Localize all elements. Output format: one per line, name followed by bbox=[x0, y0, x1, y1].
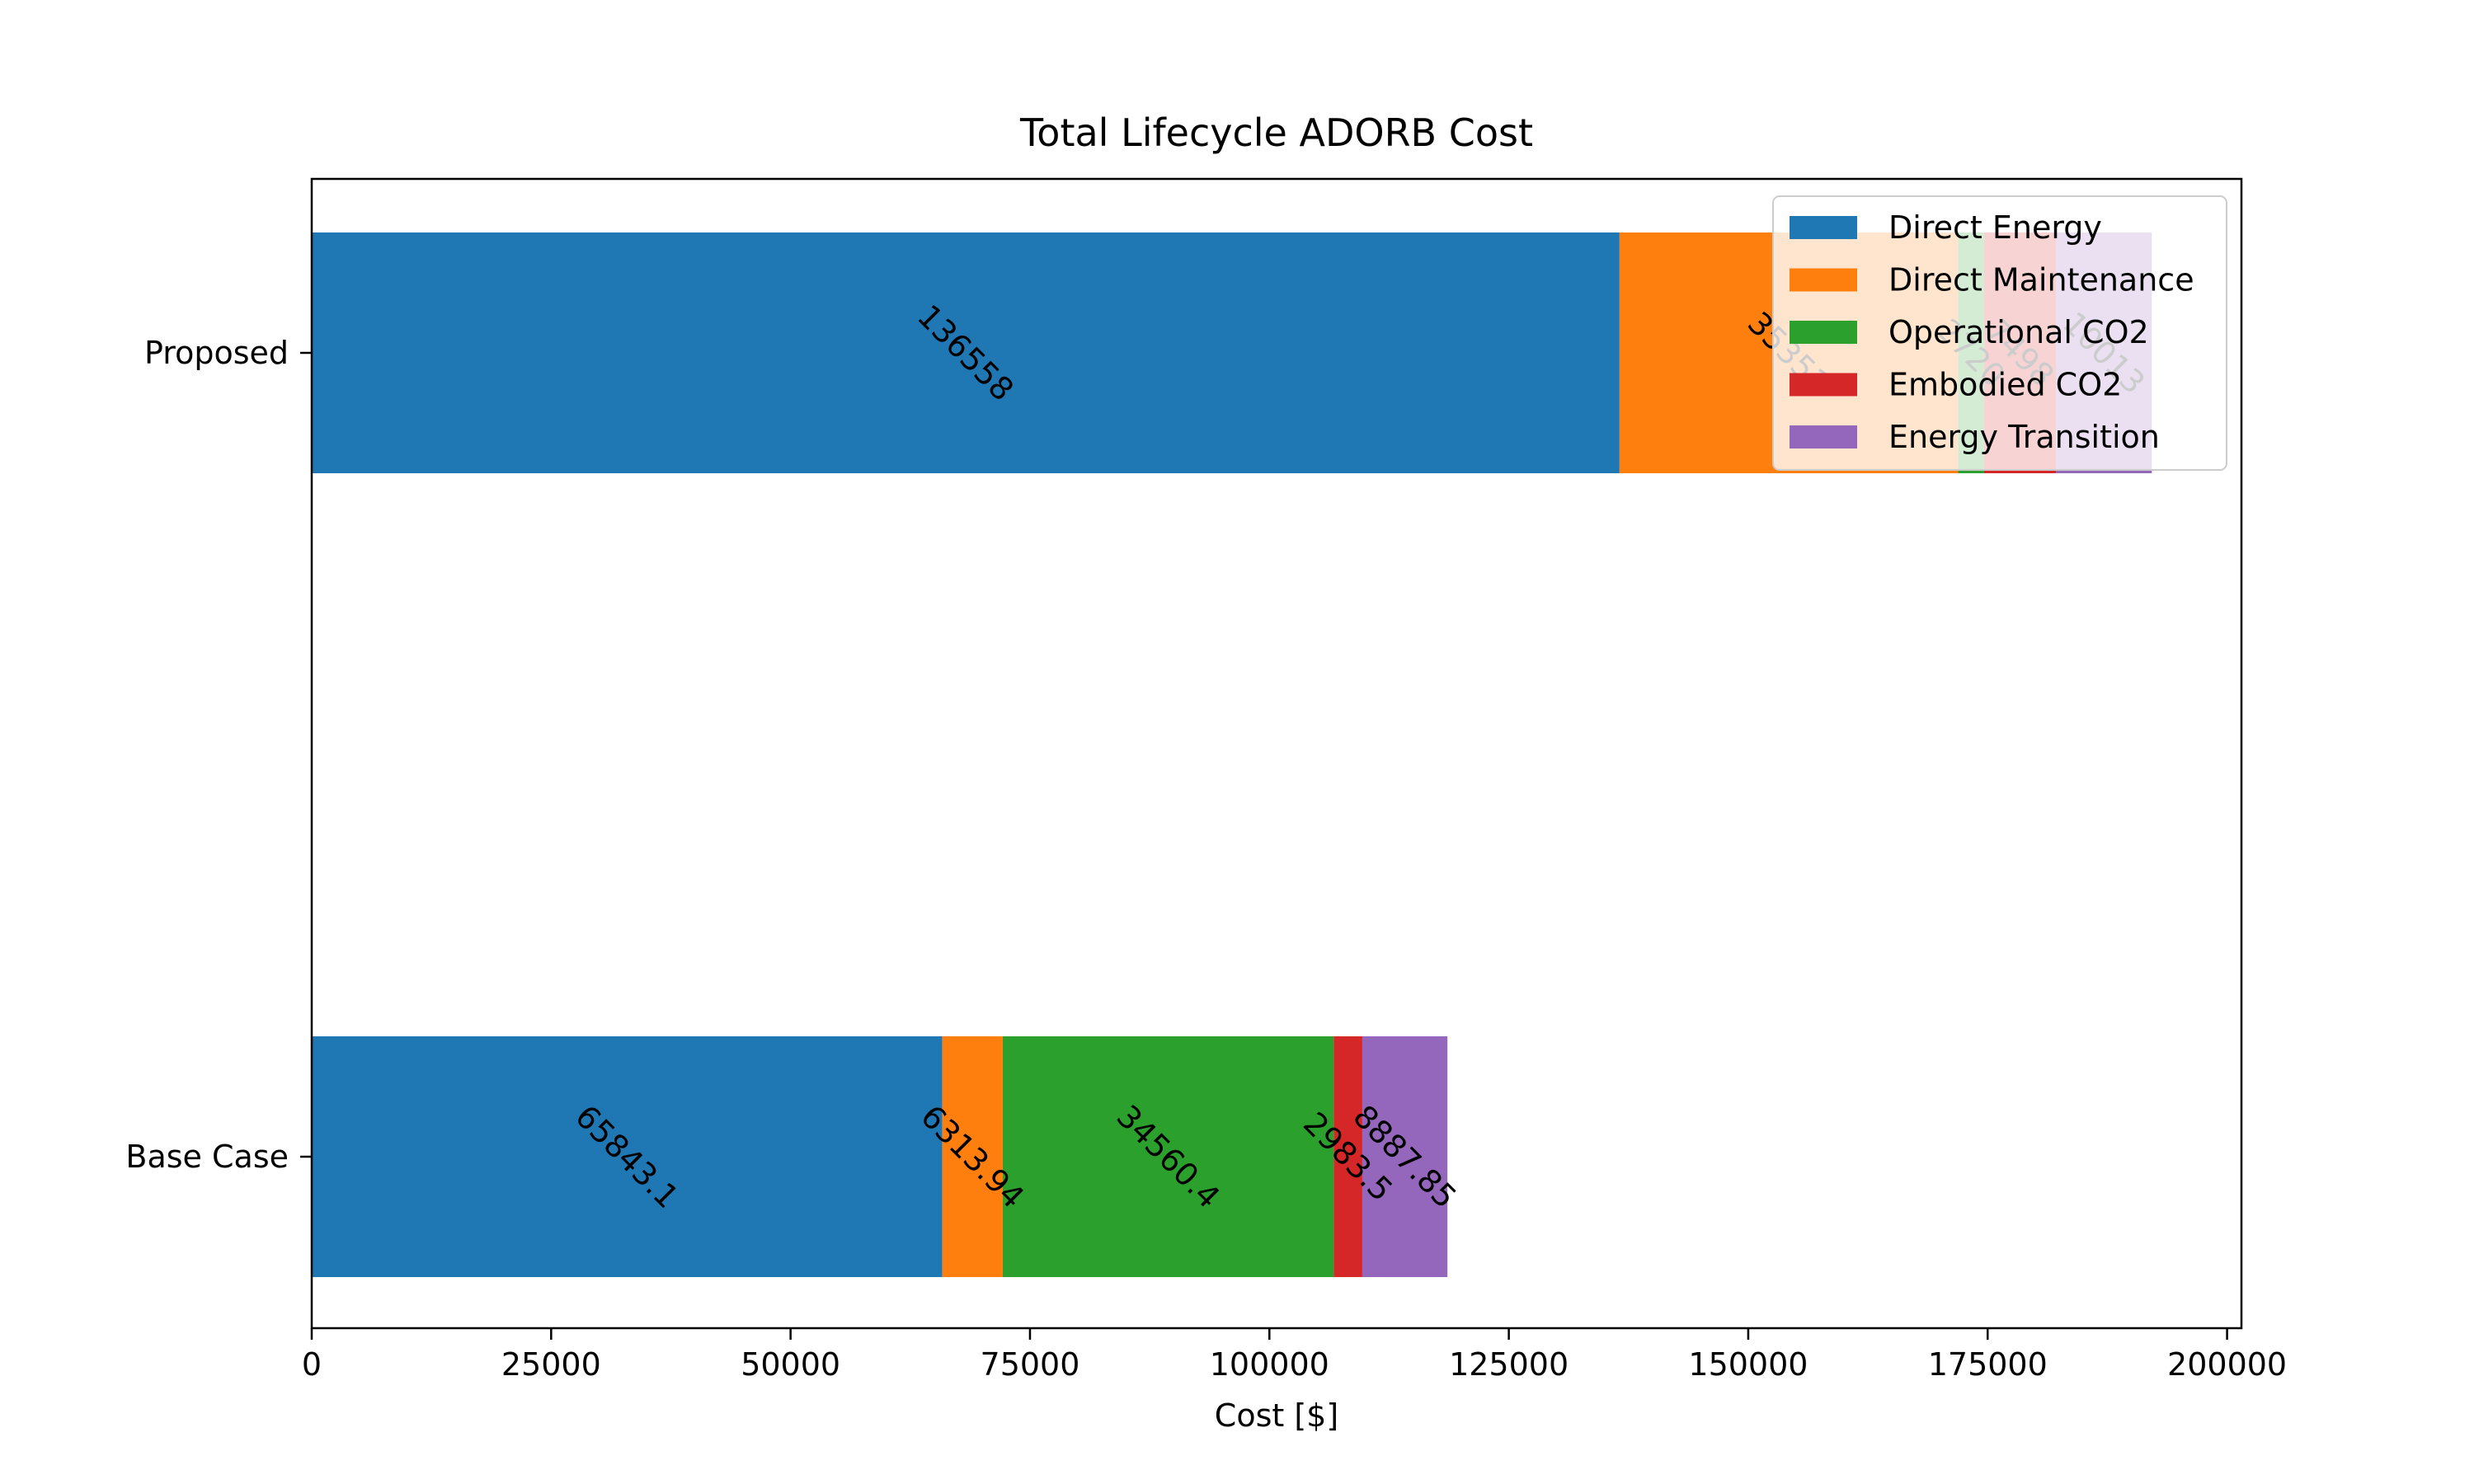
bar-base-case-embodied-co2 bbox=[1333, 1036, 1362, 1277]
bar-base-case-operational-co2 bbox=[1002, 1036, 1334, 1277]
x-tick-label: 75000 bbox=[981, 1346, 1080, 1383]
legend-swatch bbox=[1790, 216, 1857, 239]
x-tick-label: 0 bbox=[302, 1346, 322, 1383]
x-axis-label: Cost [$] bbox=[1215, 1397, 1338, 1434]
legend-box bbox=[1772, 195, 2227, 471]
legend-swatch bbox=[1790, 268, 1857, 292]
x-tick-label: 25000 bbox=[501, 1346, 601, 1383]
x-tick-label: 125000 bbox=[1449, 1346, 1569, 1383]
legend: Direct Energy Direct Maintenance Operation… bbox=[1772, 195, 2227, 471]
chart-title: Total Lifecycle ADORB Cost bbox=[1019, 110, 1533, 155]
legend-entry: Direct Energy bbox=[1888, 209, 2102, 246]
axes: 0 25000 50000 75000 100000 125000 150000 175000… bbox=[125, 335, 2287, 1383]
legend-swatch bbox=[1790, 321, 1857, 344]
plot-frame bbox=[310, 177, 2243, 1330]
legend-entry: Direct Maintenance bbox=[1888, 262, 2194, 298]
bar-base-case-energy-transition bbox=[1362, 1036, 1448, 1277]
x-tick-label: 150000 bbox=[1688, 1346, 1808, 1383]
legend-entry: Operational CO2 bbox=[1888, 314, 2149, 350]
y-tick-label: Base Case bbox=[125, 1139, 289, 1175]
x-tick-label: 100000 bbox=[1210, 1346, 1329, 1383]
bar-proposed-direct-energy bbox=[312, 232, 1620, 473]
x-tick-label: 175000 bbox=[1928, 1346, 2048, 1383]
legend-entry: Energy Transition bbox=[1888, 419, 2160, 455]
bar-base-case-direct-maintenance bbox=[942, 1036, 1003, 1277]
x-tick-label: 50000 bbox=[741, 1346, 840, 1383]
bar-base-case-direct-energy bbox=[312, 1036, 943, 1277]
legend-swatch bbox=[1790, 373, 1857, 397]
x-tick-label: 200000 bbox=[2167, 1346, 2287, 1383]
legend-entry: Embodied CO2 bbox=[1888, 367, 2122, 403]
legend-swatch bbox=[1790, 425, 1857, 448]
y-tick-label: Proposed bbox=[144, 335, 289, 371]
